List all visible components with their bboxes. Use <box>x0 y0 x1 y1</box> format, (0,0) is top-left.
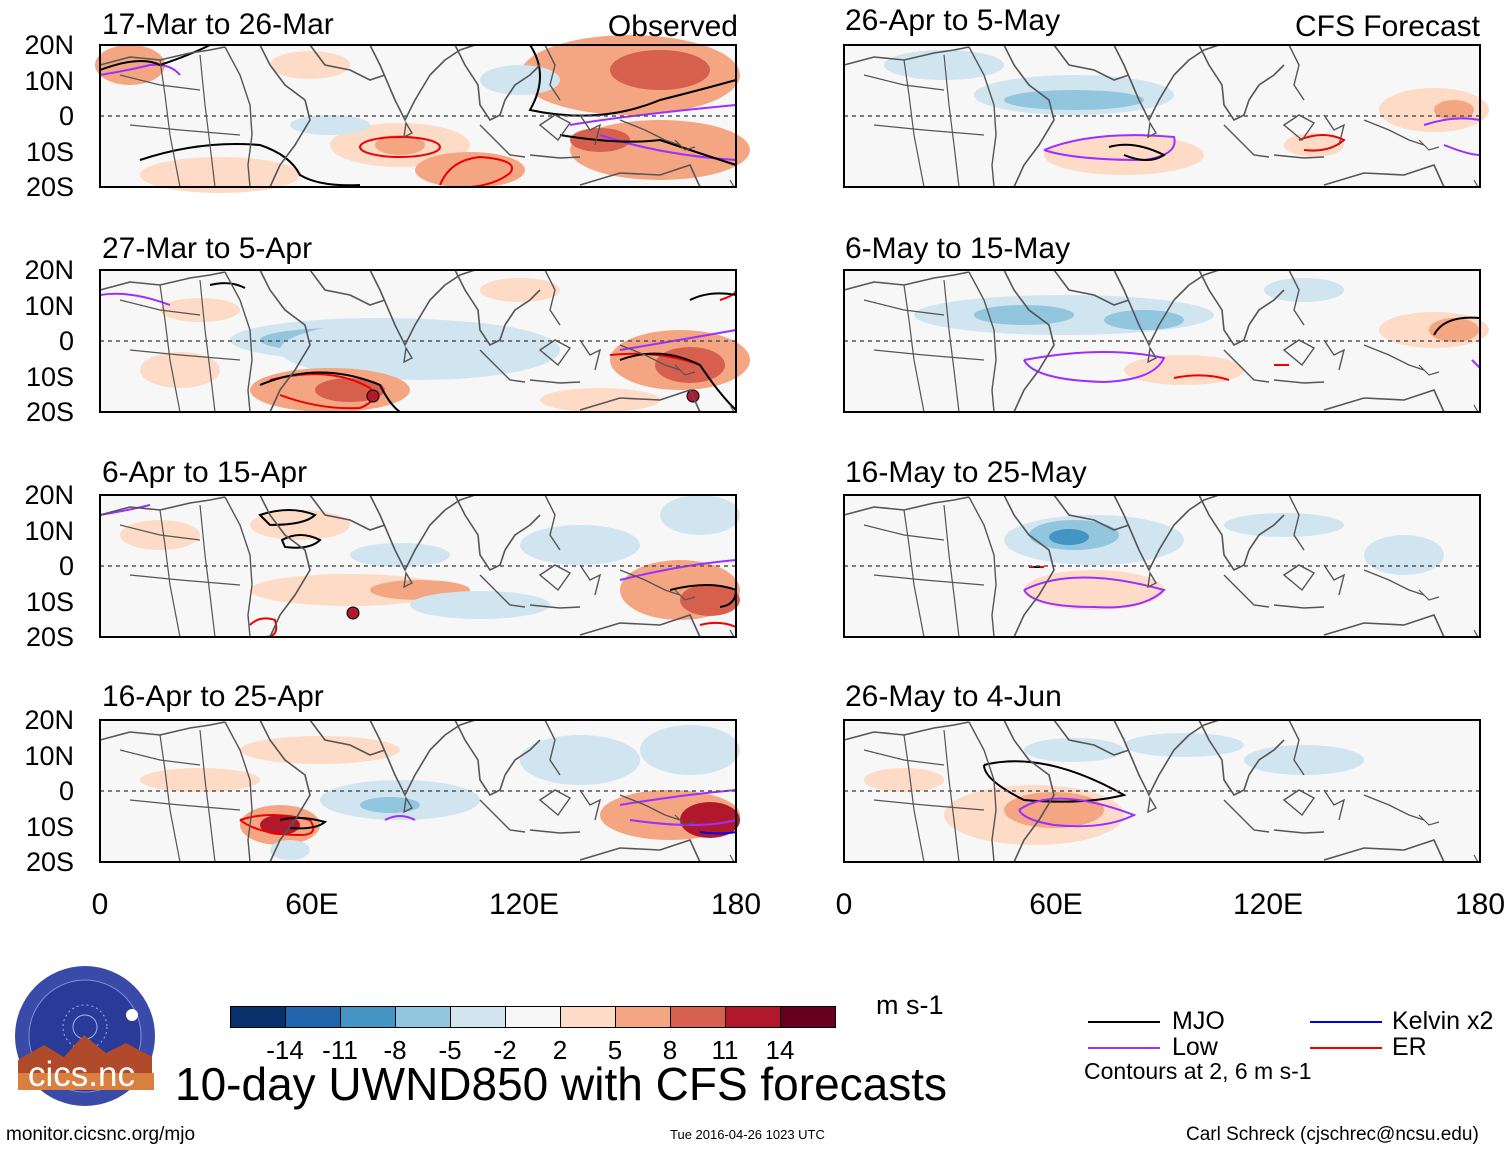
lat-tick-label: 20S <box>25 397 74 427</box>
legend-er-label: ER <box>1392 1033 1427 1061</box>
lat-tick-label: 0 <box>58 326 74 356</box>
legend-low-line <box>1088 1047 1160 1049</box>
colorbar-swatch <box>450 1006 506 1028</box>
panel-observed-2 <box>99 269 750 413</box>
footer-timestamp: Tue 2016-04-26 1023 UTC <box>670 1127 825 1142</box>
lat-tick-label: 20N <box>24 480 74 510</box>
colorbar-tick-label: -2 <box>493 1035 517 1065</box>
colorbar-swatch <box>505 1006 561 1028</box>
forecast-label: CFS Forecast <box>1294 10 1480 43</box>
colorbar-tick-label: -11 <box>322 1035 358 1065</box>
hovmoller-figure <box>95 35 1489 863</box>
lon-tick-label: 60E <box>285 888 339 921</box>
colorbar-tick-label: -8 <box>383 1035 407 1065</box>
colorbar-units: m s-1 <box>876 990 944 1020</box>
lat-tick-label: 10S <box>25 811 74 842</box>
lat-tick-label: 10N <box>24 290 74 321</box>
footer-author: Carl Schreck (cjschrec@ncsu.edu) <box>1186 1124 1479 1145</box>
panel-title: 26-Apr to 5-May <box>845 4 1061 37</box>
lon-tick-label: 60E <box>1029 888 1083 921</box>
lat-tick-label: 0 <box>58 101 74 131</box>
cicsnc-logo: cics.nc <box>14 965 156 1107</box>
lon-tick-label: 180 <box>1454 888 1506 921</box>
lat-tick-label: 10S <box>25 136 74 167</box>
legend-er-line <box>1310 1047 1382 1049</box>
panel-forecast-1 <box>843 44 1489 188</box>
legend-kelvin-line <box>1310 1021 1382 1023</box>
lat-tick-label: 20S <box>25 622 74 652</box>
panel-forecast-3 <box>843 494 1481 638</box>
lat-tick-label: 10N <box>24 65 74 96</box>
legend-kelvin-label: Kelvin x2 <box>1392 1007 1494 1035</box>
panel-title: 26-May to 4-Jun <box>845 680 1062 713</box>
lat-tick-label: 20N <box>24 255 74 285</box>
panel-title: 6-May to 15-May <box>845 232 1071 265</box>
footer-url: monitor.cicsnc.org/mjo <box>6 1124 196 1145</box>
legend-low-label: Low <box>1172 1033 1218 1061</box>
legend-note: Contours at 2, 6 m s-1 <box>1084 1058 1312 1084</box>
lon-tick-label: 0 <box>835 888 853 921</box>
colorbar-tick-label: 11 <box>711 1035 739 1065</box>
colorbar-tick-label: 8 <box>662 1035 678 1065</box>
lat-tick-label: 10N <box>24 740 74 771</box>
colorbar-swatch <box>230 1006 286 1028</box>
colorbar-swatch <box>725 1006 781 1028</box>
observed-label: Observed <box>607 10 738 43</box>
colorbar-tick-label: -14 <box>266 1035 304 1065</box>
colorbar-tick-label: 5 <box>607 1035 623 1065</box>
lat-tick-label: 20N <box>24 705 74 735</box>
lat-tick-label: 0 <box>58 776 74 806</box>
lon-tick-label: 120E <box>488 888 560 921</box>
panel-title: 16-Apr to 25-Apr <box>102 680 324 713</box>
panel-forecast-4 <box>843 719 1481 863</box>
colorbar-tick-label: 2 <box>552 1035 568 1065</box>
panel-forecast-2 <box>843 269 1489 413</box>
panel-title: 16-May to 25-May <box>845 456 1087 489</box>
lat-tick-label: 10S <box>25 586 74 617</box>
lon-tick-label: 120E <box>1232 888 1304 921</box>
panel-title: 6-Apr to 15-Apr <box>102 456 308 489</box>
colorbar-swatch <box>560 1006 616 1028</box>
legend-mjo-label: MJO <box>1172 1007 1225 1035</box>
lon-tick-label: 180 <box>710 888 762 921</box>
panel-title: 17-Mar to 26-Mar <box>102 8 334 41</box>
colorbar-tick-label: -5 <box>438 1035 462 1065</box>
lat-tick-label: 20S <box>25 172 74 202</box>
panel-title: 27-Mar to 5-Apr <box>102 232 313 265</box>
colorbar-swatch <box>285 1006 341 1028</box>
lat-tick-label: 10N <box>24 515 74 546</box>
colorbar-swatch <box>780 1006 836 1028</box>
panel-observed-4 <box>99 719 740 863</box>
colorbar-swatch <box>615 1006 671 1028</box>
colorbar-swatch <box>670 1006 726 1028</box>
lat-tick-label: 20N <box>24 30 74 60</box>
lon-tick-label: 0 <box>91 888 109 921</box>
logo-text: cics.nc <box>28 1055 135 1094</box>
legend-mjo-line <box>1088 1021 1160 1023</box>
lat-tick-label: 20S <box>25 847 74 877</box>
colorbar-swatch <box>395 1006 451 1028</box>
panel-observed-1 <box>95 35 750 193</box>
colorbar-swatch <box>340 1006 396 1028</box>
lat-tick-label: 10S <box>25 361 74 392</box>
lat-tick-label: 0 <box>58 551 74 581</box>
colorbar-tick-label: 14 <box>765 1035 795 1065</box>
figure-title: 10-day UWND850 with CFS forecasts <box>175 1058 948 1110</box>
panel-observed-3 <box>99 494 740 638</box>
